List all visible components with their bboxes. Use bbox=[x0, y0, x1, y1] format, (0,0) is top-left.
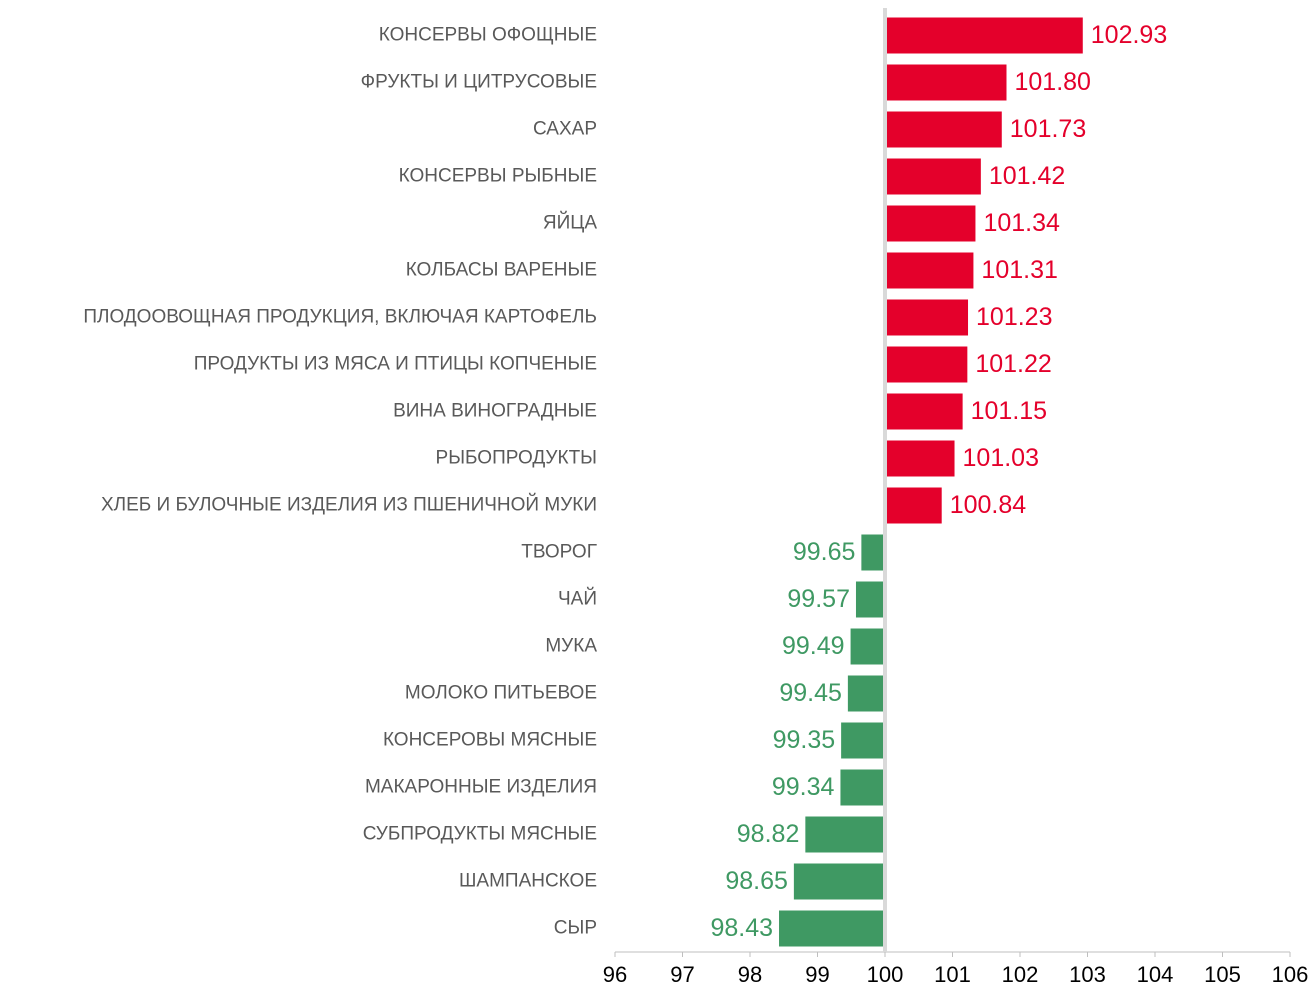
bar bbox=[885, 487, 942, 524]
value-label: 102.93 bbox=[1091, 21, 1167, 49]
x-tick-label: 98 bbox=[738, 962, 762, 987]
category-label: КОНСЕРВЫ РЫБНЫЕ bbox=[399, 166, 597, 187]
x-tick-label: 103 bbox=[1069, 962, 1106, 987]
x-tick-label: 96 bbox=[603, 962, 627, 987]
value-label: 101.73 bbox=[1010, 115, 1086, 143]
bar bbox=[885, 205, 976, 242]
value-label: 101.31 bbox=[981, 256, 1057, 284]
value-label: 101.23 bbox=[976, 303, 1052, 331]
x-tick-label: 97 bbox=[670, 962, 694, 987]
bar bbox=[885, 393, 963, 430]
x-tick-label: 104 bbox=[1137, 962, 1174, 987]
category-label: САХАР bbox=[533, 119, 597, 140]
bar bbox=[885, 64, 1007, 101]
bar bbox=[885, 299, 969, 336]
value-label: 101.22 bbox=[975, 350, 1051, 378]
value-label: 101.03 bbox=[963, 444, 1039, 472]
value-label: 101.34 bbox=[983, 209, 1060, 237]
category-label: КОНСЕРОВЫ МЯСНЫЕ bbox=[383, 730, 597, 751]
category-label: МУКА bbox=[545, 636, 597, 657]
bar bbox=[855, 581, 885, 618]
category-label: КОЛБАСЫ ВАРЕНЫЕ bbox=[406, 260, 597, 281]
bar bbox=[779, 910, 885, 947]
category-label: СУБПРОДУКТЫ МЯСНЫЕ bbox=[363, 824, 597, 845]
category-label: ФРУКТЫ И ЦИТРУСОВЫЕ bbox=[361, 72, 597, 93]
value-label: 99.35 bbox=[773, 726, 836, 754]
value-label: 100.84 bbox=[950, 491, 1027, 519]
x-tick-label: 100 bbox=[867, 962, 904, 987]
value-label: 98.43 bbox=[710, 914, 773, 942]
category-label: МОЛОКО ПИТЬЕВОЕ bbox=[405, 683, 597, 704]
bar bbox=[885, 17, 1083, 54]
bar bbox=[885, 158, 981, 195]
value-label: 101.80 bbox=[1015, 68, 1091, 96]
category-label: СЫР bbox=[554, 918, 597, 939]
category-label: ТВОРОГ bbox=[521, 542, 597, 563]
value-label: 101.15 bbox=[971, 397, 1047, 425]
category-label: КОНСЕРВЫ ОФОЩНЫЕ bbox=[379, 25, 597, 46]
bar bbox=[793, 863, 885, 900]
value-label: 99.65 bbox=[793, 538, 856, 566]
bar bbox=[885, 346, 968, 383]
category-label: ЯЙЦА bbox=[543, 212, 597, 234]
category-label: ПЛОДООВОЩНАЯ ПРОДУКЦИЯ, ВКЛЮЧАЯ КАРТОФЕЛ… bbox=[83, 307, 597, 328]
value-label: 99.34 bbox=[772, 773, 835, 801]
bar bbox=[850, 628, 885, 665]
bar bbox=[847, 675, 885, 712]
category-label: ЧАЙ bbox=[558, 588, 597, 610]
bar bbox=[840, 769, 885, 806]
value-label: 98.65 bbox=[725, 867, 788, 895]
x-tick-label: 101 bbox=[934, 962, 971, 987]
x-tick-label: 105 bbox=[1204, 962, 1241, 987]
bar bbox=[885, 440, 955, 477]
value-label: 101.42 bbox=[989, 162, 1065, 190]
bar bbox=[861, 534, 885, 571]
category-label: ХЛЕБ И БУЛОЧНЫЕ ИЗДЕЛИЯ ИЗ ПШЕНИЧНОЙ МУК… bbox=[101, 494, 597, 516]
bar bbox=[885, 252, 974, 289]
value-label: 99.49 bbox=[782, 632, 845, 660]
category-label: МАКАРОННЫЕ ИЗДЕЛИЯ bbox=[365, 777, 597, 798]
value-label: 98.82 bbox=[737, 820, 800, 848]
category-label: ПРОДУКТЫ ИЗ МЯСА И ПТИЦЫ КОПЧЕНЫЕ bbox=[194, 354, 597, 375]
value-label: 99.57 bbox=[787, 585, 850, 613]
category-label: ШАМПАНСКОЕ bbox=[459, 871, 597, 892]
bar bbox=[841, 722, 885, 759]
x-tick-label: 106 bbox=[1272, 962, 1309, 987]
bar bbox=[805, 816, 885, 853]
bar bbox=[885, 111, 1002, 148]
category-label: РЫБОПРОДУКТЫ bbox=[436, 448, 597, 469]
category-label: ВИНА ВИНОГРАДНЫЕ bbox=[393, 401, 597, 422]
x-tick-label: 99 bbox=[805, 962, 829, 987]
x-tick-label: 102 bbox=[1002, 962, 1039, 987]
value-label: 99.45 bbox=[779, 679, 842, 707]
